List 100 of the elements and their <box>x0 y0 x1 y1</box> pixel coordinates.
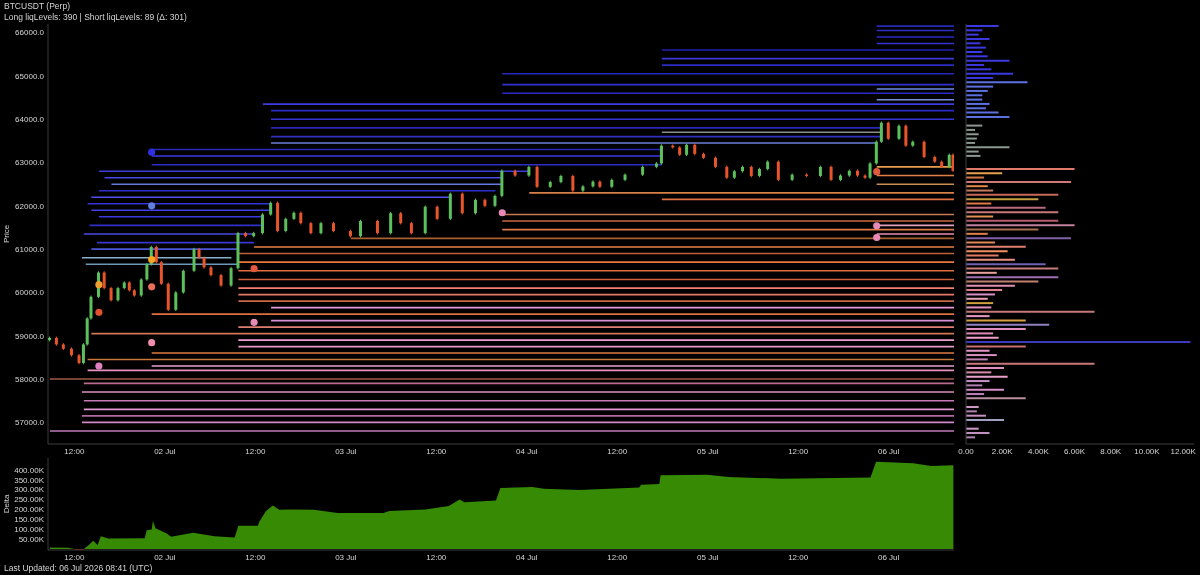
bar <box>966 302 994 305</box>
point <box>250 265 258 273</box>
bar <box>966 280 1039 283</box>
candlestick <box>659 143 663 166</box>
candlestick <box>904 123 908 148</box>
bar <box>966 180 1071 183</box>
bar <box>966 81 1028 84</box>
y-tick-label: 58000.0 <box>15 374 45 384</box>
point <box>148 283 156 291</box>
bar <box>966 146 1010 149</box>
candlestick <box>886 120 890 141</box>
bar <box>966 42 981 45</box>
candlestick <box>102 270 106 290</box>
bar <box>966 397 1026 400</box>
y-tick-label: 63000.0 <box>15 158 45 168</box>
bar <box>966 102 990 105</box>
bar <box>966 371 992 374</box>
y-axis-title: Delta <box>2 494 11 514</box>
bar <box>966 150 979 153</box>
bar <box>966 245 1026 248</box>
x-tick-label: 2.00K <box>991 446 1014 456</box>
bar <box>966 172 1003 175</box>
candlestick <box>192 247 196 273</box>
candlestick <box>863 173 867 180</box>
bar <box>966 224 1075 227</box>
bar <box>966 202 992 205</box>
text: Last Updated: 06 Jul 2026 08:41 (UTC) <box>4 563 153 573</box>
x-tick-label: 03 Jul <box>335 446 357 456</box>
y-tick-label: 300.00K <box>14 485 45 495</box>
y-tick-label: 200.00K <box>14 505 45 515</box>
chart-subtitle: Long liqLevels: 390 | Short liqLevels: 89 (Δ: 301) <box>4 12 187 22</box>
y-tick-label: 50.00K <box>18 534 45 544</box>
bar <box>966 349 990 352</box>
candlestick <box>229 266 233 288</box>
x-tick-label: 04 Jul <box>516 446 538 456</box>
x-tick-label: 12:00 <box>788 446 809 456</box>
bar <box>966 63 985 66</box>
candlestick <box>535 165 539 189</box>
y-tick-label: 64000.0 <box>15 115 45 125</box>
bar <box>966 68 992 71</box>
bar <box>966 263 1046 266</box>
bar <box>966 271 997 274</box>
bar <box>966 124 983 127</box>
candlestick <box>81 342 85 365</box>
bar <box>966 328 1026 331</box>
point <box>498 209 506 217</box>
bar <box>966 341 1191 344</box>
bar <box>966 306 992 309</box>
bar <box>966 336 999 339</box>
bar <box>966 189 994 192</box>
y-tick-label: 62000.0 <box>15 201 45 211</box>
candlestick <box>260 212 264 235</box>
candlestick <box>139 277 143 298</box>
point <box>873 168 881 176</box>
x-tick-label: 06 Jul <box>877 552 900 562</box>
bar <box>966 137 977 140</box>
bar <box>966 55 988 58</box>
bar <box>966 72 1014 75</box>
x-tick-label: 12:00 <box>607 446 628 456</box>
bar <box>966 354 997 357</box>
x-tick-label: 12:00 <box>426 446 447 456</box>
x-tick-label: 04 Jul <box>516 552 538 562</box>
x-tick-label: 05 Jul <box>697 552 719 562</box>
point <box>148 202 156 210</box>
bar <box>966 241 995 244</box>
candlestick <box>460 191 464 216</box>
x-tick-label: 12:00 <box>245 552 266 562</box>
bar <box>966 94 983 97</box>
bar <box>966 115 1010 118</box>
point <box>148 339 156 347</box>
y-tick-label: 400.00K <box>14 465 45 475</box>
bar <box>966 297 988 300</box>
bar <box>966 380 990 383</box>
x-tick-label: 03 Jul <box>335 552 357 562</box>
bar <box>966 258 1015 261</box>
x-tick-label: 4.00K <box>1027 446 1050 456</box>
x-tick-label: 12:00 <box>788 552 809 562</box>
bar <box>966 250 1008 253</box>
bar <box>966 362 1095 365</box>
bar <box>966 414 986 417</box>
bar <box>966 345 1026 348</box>
bar <box>966 323 1050 326</box>
x-tick-label: 05 Jul <box>697 446 719 456</box>
bar <box>966 111 999 114</box>
candlestick <box>776 159 780 182</box>
bar <box>966 59 1010 62</box>
bar <box>966 284 1015 287</box>
bar <box>966 293 995 296</box>
x-tick-label: 12.00K <box>1170 446 1197 456</box>
point <box>873 233 881 242</box>
bar <box>966 50 983 53</box>
bar <box>966 310 1095 313</box>
bar <box>966 375 1008 378</box>
y-tick-label: 350.00K <box>14 475 45 485</box>
bar <box>966 289 1003 292</box>
candlestick <box>181 269 185 295</box>
bar <box>966 29 983 32</box>
bar <box>966 176 985 179</box>
x-tick-label: 12:00 <box>426 552 447 562</box>
bar <box>966 410 977 413</box>
